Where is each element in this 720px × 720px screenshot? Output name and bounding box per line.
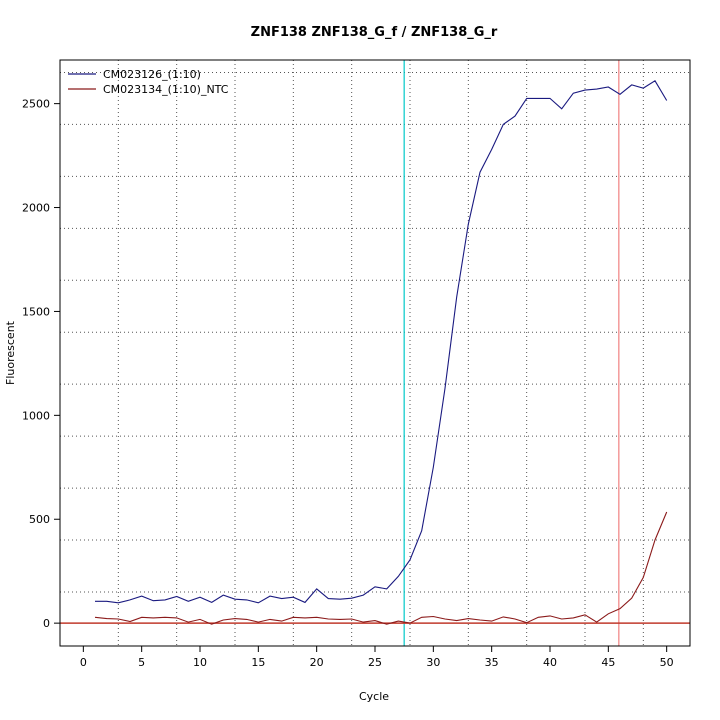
legend: CM023126_(1:10) CM023134_(1:10)_NTC [68, 68, 229, 96]
series-lines [94, 80, 668, 625]
x-axis-label: Cycle [359, 690, 389, 703]
chart-title: ZNF138 ZNF138_G_f / ZNF138_G_r [251, 25, 498, 40]
y-tick-label: 1000 [22, 409, 50, 422]
x-tick-label: 20 [310, 656, 324, 669]
y-tick-label: 2500 [22, 98, 50, 111]
y-tick-label: 500 [29, 513, 50, 526]
y-axis: 0 500 1000 1500 2000 2500 [22, 98, 60, 630]
x-tick-label: 15 [251, 656, 265, 669]
x-tick-label: 35 [485, 656, 499, 669]
legend-label-2: CM023134_(1:10)_NTC [103, 83, 229, 96]
x-tick-label: 50 [660, 656, 674, 669]
x-tick-label: 25 [368, 656, 382, 669]
x-tick-label: 40 [543, 656, 557, 669]
x-tick-label: 10 [193, 656, 207, 669]
x-tick-label: 0 [80, 656, 87, 669]
x-tick-label: 45 [601, 656, 615, 669]
y-tick-label: 0 [43, 617, 50, 630]
plot-frame [59, 59, 691, 647]
y-tick-label: 1500 [22, 305, 50, 318]
y-tick-label: 2000 [22, 202, 50, 215]
series-line-1 [95, 80, 668, 604]
vertical-reference-lines [403, 60, 620, 646]
y-axis-label: Fluorescent [4, 320, 17, 385]
series-line-2 [94, 511, 668, 625]
x-tick-label: 30 [426, 656, 440, 669]
x-axis: 0 5 10 15 20 25 30 35 40 45 50 [80, 646, 674, 669]
legend-label-1: CM023126_(1:10) [103, 68, 201, 81]
grid [60, 60, 690, 646]
x-tick-label: 5 [138, 656, 145, 669]
